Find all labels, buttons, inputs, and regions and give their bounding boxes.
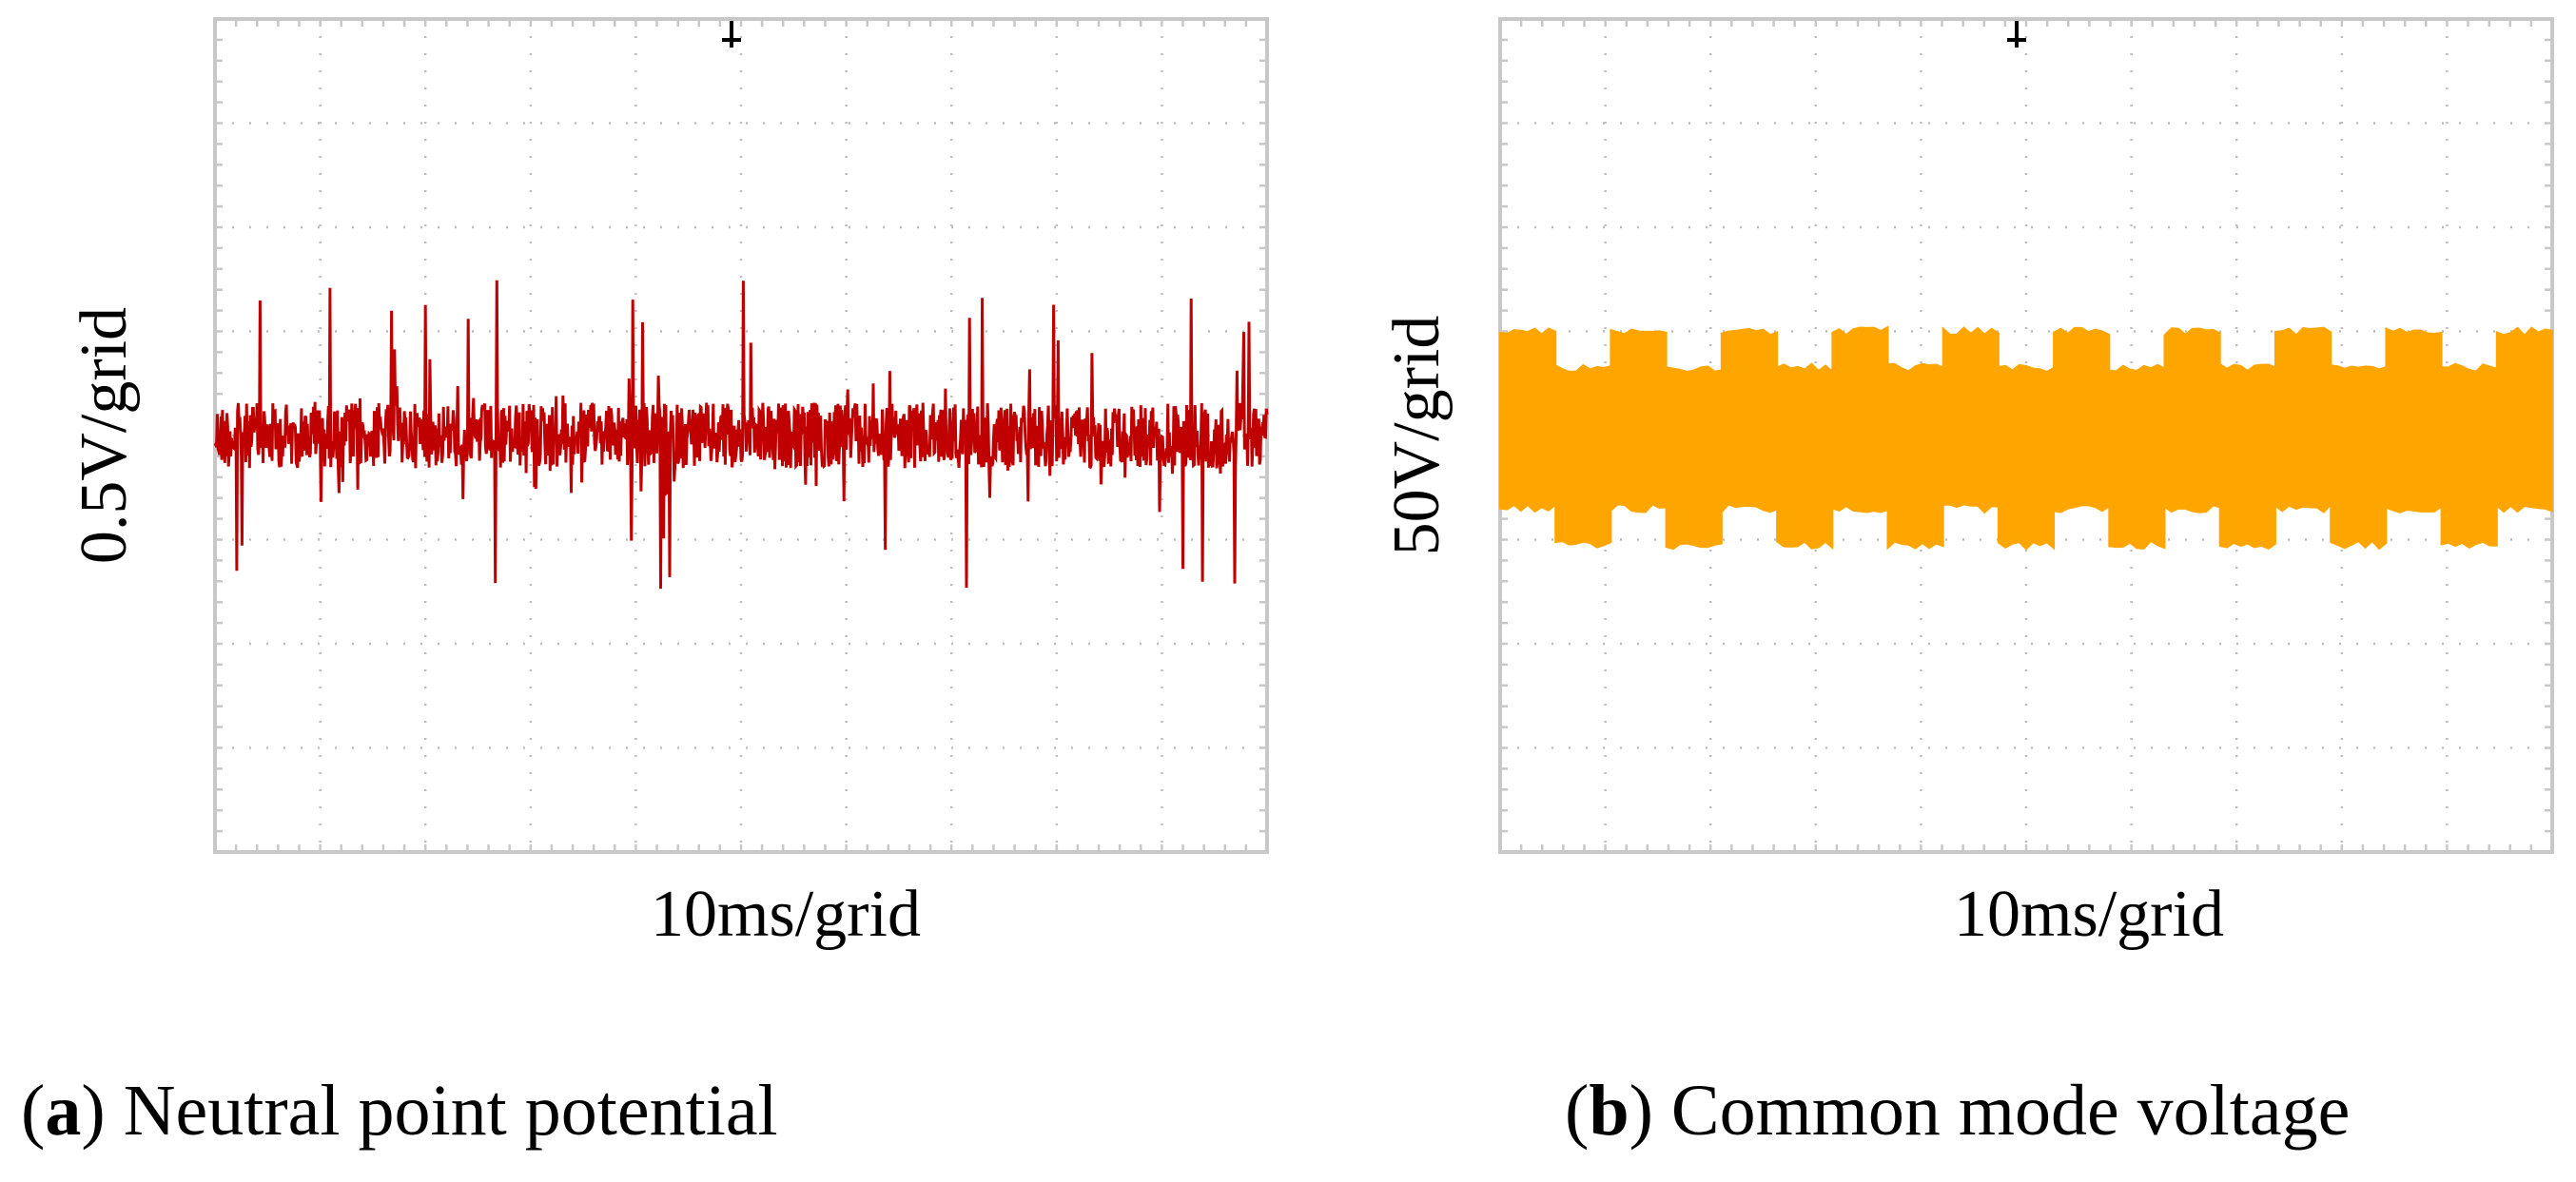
caption-b-letter: b	[1589, 1071, 1630, 1151]
caption-b: (b) Common mode voltage	[1565, 1071, 2351, 1151]
ylabel-a: 0.5V/grid	[68, 306, 141, 565]
ylabel-b: 50V/grid	[1380, 315, 1454, 556]
trace-b	[1499, 325, 2553, 551]
xlabel-a: 10ms/grid	[651, 878, 921, 951]
xlabel-b: 10ms/grid	[1954, 878, 2224, 951]
caption-a-letter: a	[45, 1071, 82, 1151]
caption-a: (a) Neutral point potential	[21, 1071, 778, 1151]
caption-a-title: Neutral point potential	[123, 1071, 778, 1151]
caption-b-title: Common mode voltage	[1670, 1071, 2351, 1151]
trace-a	[213, 280, 1269, 590]
